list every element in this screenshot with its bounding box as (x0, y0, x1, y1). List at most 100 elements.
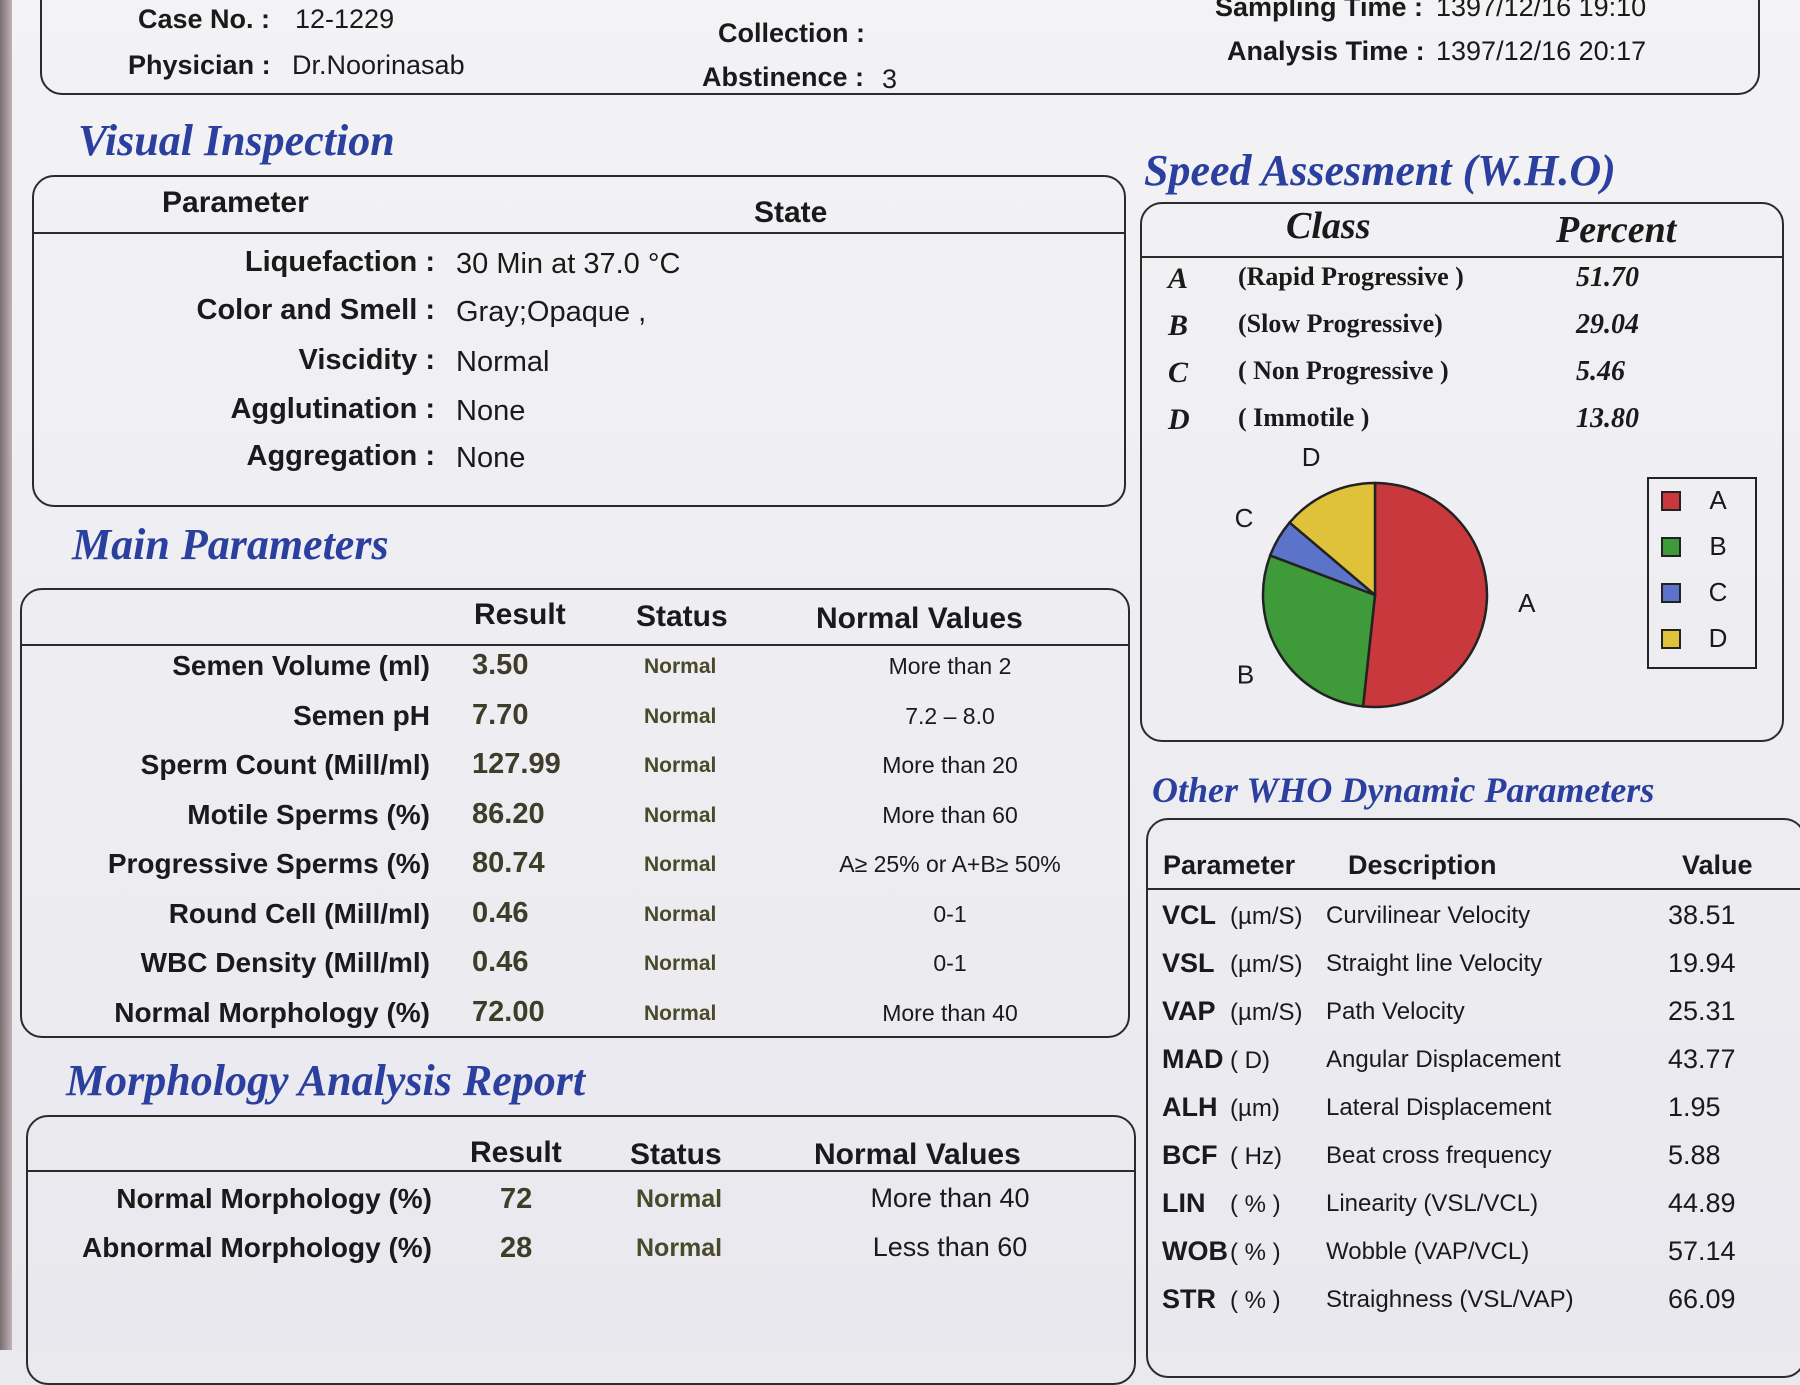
legend-swatch-d (1661, 629, 1681, 649)
case-value: 12-1229 (295, 4, 395, 34)
other-row-param: BCF (1162, 1140, 1218, 1170)
main-row-label: Progressive Sperms (%) (107, 848, 430, 879)
morph-row-normal: More than 40 (870, 1183, 1030, 1213)
abstinence-label: Abstinence : (702, 62, 865, 92)
speed-assessment-title: Speed Assesment (W.H.O) (1144, 146, 1616, 195)
visual-row-label: Aggregation : (246, 440, 436, 472)
pie-label-d: D (1302, 442, 1321, 472)
other-row-param: STR (1162, 1284, 1216, 1314)
main-row-label: WBC Density (Mill/ml) (140, 947, 430, 978)
other-row-desc: Curvilinear Velocity (1326, 902, 1531, 929)
other-row-desc: Linearity (VSL/VCL) (1326, 1190, 1539, 1217)
other-header-rule (1148, 888, 1800, 890)
main-row-normal: 0-1 (933, 950, 967, 976)
other-row-unit: (µm/S) (1230, 903, 1303, 930)
pie-slice-a (1361, 481, 1489, 709)
main-header-rule (22, 644, 1128, 646)
other-who-title: Other WHO Dynamic Parameters (1152, 770, 1655, 810)
visual-header-rule (34, 232, 1124, 234)
other-row-value: 5.88 (1668, 1140, 1721, 1170)
other-row-value: 1.95 (1668, 1092, 1721, 1122)
morph-row-status: Normal (636, 1185, 723, 1213)
main-row-normal: 0-1 (933, 900, 967, 927)
other-row-desc: Straighness (VSL/VAP) (1326, 1286, 1574, 1313)
visual-row-label: Viscidity : (298, 344, 435, 376)
morph-col-status: Status (630, 1138, 722, 1171)
visual-row-value: Gray;Opaque , (456, 296, 647, 328)
legend-swatch-a (1661, 491, 1681, 511)
visual-row-label: Color and Smell : (196, 294, 435, 326)
speed-col-class: Class (1286, 205, 1371, 247)
other-row-value: 57.14 (1668, 1236, 1736, 1266)
pie-legend-box (1647, 477, 1757, 669)
other-row-desc: Angular Displacement (1326, 1046, 1561, 1073)
morph-col-normal: Normal Values (814, 1138, 1021, 1171)
speed-row-class: A (1168, 262, 1189, 295)
pie-label-c: C (1235, 503, 1254, 533)
other-row-param: VAP (1162, 996, 1216, 1026)
main-row-normal: More than 40 (882, 999, 1018, 1026)
other-row-value: 38.51 (1668, 900, 1736, 930)
speed-assessment-box (1140, 202, 1784, 742)
other-row-unit: ( % ) (1230, 1191, 1281, 1218)
main-row-normal: More than 20 (882, 752, 1018, 778)
sampling-label: Sampling Time : (1215, 0, 1424, 22)
main-row-label: Motile Sperms (%) (187, 798, 430, 830)
main-row-label: Semen pH (293, 699, 430, 731)
morph-col-result: Result (470, 1136, 562, 1169)
other-row-unit: ( % ) (1230, 1287, 1281, 1314)
other-row-unit: ( D) (1230, 1047, 1270, 1074)
other-row-desc: Path Velocity (1326, 998, 1465, 1025)
speed-row-percent: 29.04 (1576, 309, 1639, 340)
main-row-result: 3.50 (472, 649, 529, 681)
visual-inspection-box (32, 175, 1126, 507)
speed-row-class: C (1168, 356, 1189, 389)
other-row-unit: (µm/S) (1230, 999, 1303, 1026)
visual-row-value: Normal (456, 346, 550, 378)
speed-col-percent: Percent (1556, 209, 1677, 251)
morph-row-result: 28 (500, 1232, 533, 1264)
main-row-status: Normal (644, 1001, 717, 1025)
collection-label: Collection : (718, 18, 865, 48)
morphology-title: Morphology Analysis Report (66, 1056, 586, 1105)
other-row-value: 25.31 (1668, 996, 1736, 1026)
speed-row-percent: 13.80 (1576, 403, 1639, 434)
visual-row-label: Agglutination : (230, 393, 435, 425)
main-row-normal: More than 2 (888, 653, 1012, 679)
other-row-unit: ( Hz) (1230, 1143, 1282, 1170)
speed-row-class: B (1168, 309, 1189, 342)
morph-row-status: Normal (636, 1234, 723, 1262)
main-col-result: Result (474, 598, 566, 631)
sampling-value: 1397/12/16 19:10 (1436, 0, 1647, 22)
other-row-desc: Wobble (VAP/VCL) (1326, 1238, 1530, 1265)
other-row-param: MAD (1162, 1044, 1224, 1074)
main-row-label: Round Cell (Mill/ml) (168, 897, 430, 929)
main-row-label: Normal Morphology (%) (114, 996, 430, 1028)
main-row-label: Semen Volume (ml) (172, 650, 430, 681)
main-row-result: 0.46 (472, 896, 529, 929)
main-row-result: 0.46 (472, 946, 529, 978)
main-row-normal: A≥ 25% or A+B≥ 50% (839, 851, 1061, 877)
other-col-value: Value (1682, 850, 1753, 880)
physician-value: Dr.Noorinasab (292, 50, 465, 80)
pie-label-b: B (1237, 660, 1254, 690)
visual-col-state: State (754, 196, 828, 229)
main-row-normal: More than 60 (882, 801, 1018, 828)
other-row-desc: Lateral Displacement (1326, 1094, 1552, 1121)
abstinence-value: 3 (882, 64, 898, 94)
main-parameters-title: Main Parameters (72, 520, 389, 569)
main-row-status: Normal (644, 704, 717, 728)
morph-row-label: Abnormal Morphology (%) (82, 1232, 432, 1263)
visual-row-value: 30 Min at 37.0 °C (456, 248, 681, 280)
main-row-status: Normal (644, 754, 717, 777)
morph-row-normal: Less than 60 (872, 1232, 1028, 1262)
main-row-result: 7.70 (472, 698, 529, 731)
other-row-value: 66.09 (1668, 1284, 1736, 1314)
pie-label-a: A (1518, 588, 1536, 618)
legend-label-d: D (1709, 623, 1728, 653)
page-edge (0, 0, 12, 1350)
speed-row-desc: (Slow Progressive) (1238, 309, 1443, 338)
speed-row-class: D (1168, 403, 1190, 436)
other-row-param: ALH (1162, 1092, 1218, 1122)
main-parameters-box (20, 588, 1130, 1038)
